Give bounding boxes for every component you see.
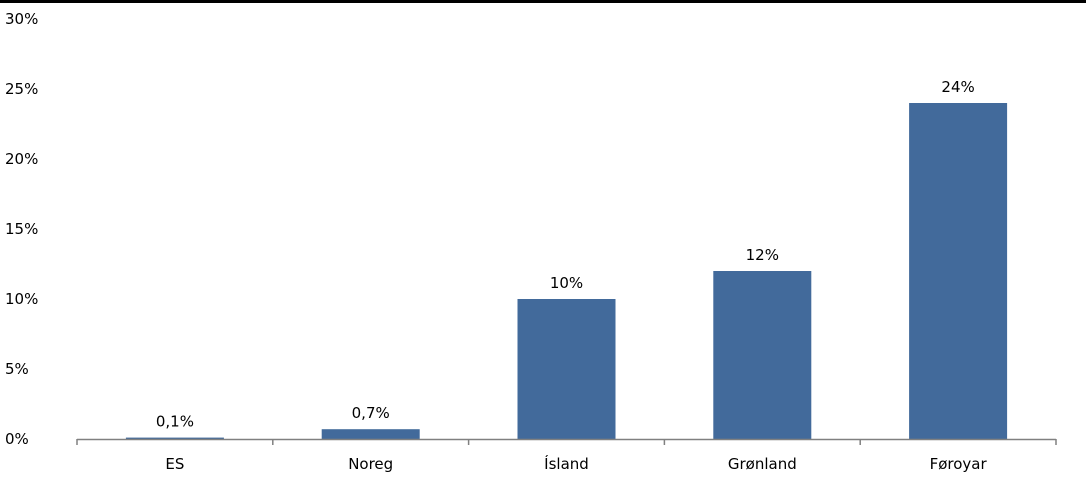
- bar: [517, 299, 616, 439]
- bar-data-label: 12%: [746, 246, 779, 264]
- bar: [909, 103, 1008, 439]
- y-tick-label: 15%: [5, 220, 38, 238]
- x-category-label: Grønland: [728, 455, 797, 473]
- x-category-label: Ísland: [544, 454, 589, 473]
- bar-data-label: 0,7%: [352, 404, 390, 422]
- y-tick-label: 0%: [5, 430, 29, 448]
- bar-data-label: 0,1%: [156, 413, 194, 431]
- y-tick-label: 5%: [5, 360, 29, 378]
- y-tick-label: 10%: [5, 290, 38, 308]
- x-category-label: Føroyar: [930, 455, 988, 473]
- bar: [321, 429, 420, 439]
- top-rule: [0, 0, 1086, 3]
- x-category-label: Noreg: [348, 455, 393, 473]
- bar-data-label: 10%: [550, 274, 583, 292]
- data-labels: 0,1% 0,7% 10% 12% 24%: [156, 78, 975, 431]
- x-axis-tick-labels: ES Noreg Ísland Grønland Føroyar: [165, 454, 987, 473]
- y-tick-label: 30%: [5, 10, 38, 28]
- bar-data-label: 24%: [941, 78, 974, 96]
- bar: [713, 271, 812, 439]
- x-axis: [76, 438, 1057, 445]
- y-axis-tick-labels: 0% 5% 10% 15% 20% 25% 30%: [5, 10, 38, 448]
- y-tick-label: 20%: [5, 150, 38, 168]
- x-category-label: ES: [165, 455, 184, 473]
- bar: [125, 437, 224, 439]
- y-tick-label: 25%: [5, 80, 38, 98]
- bars: [125, 103, 1008, 439]
